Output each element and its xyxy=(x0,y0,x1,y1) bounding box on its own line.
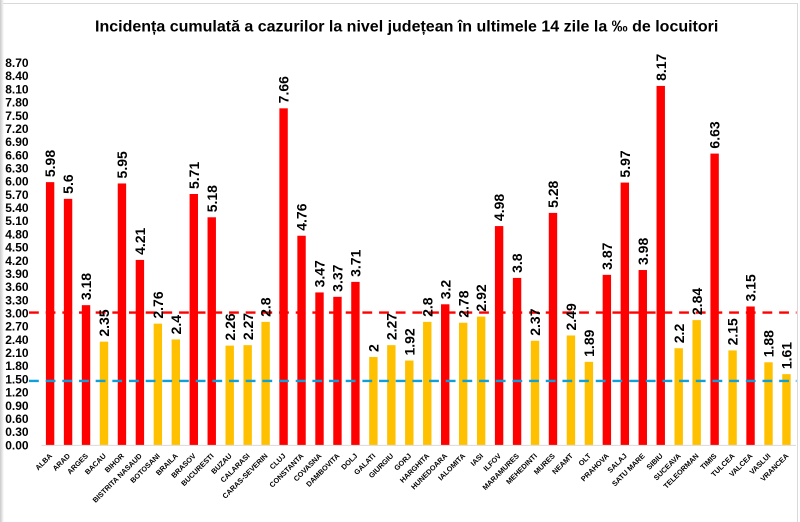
svg-text:7.20: 7.20 xyxy=(5,122,29,136)
svg-text:2.4: 2.4 xyxy=(168,315,184,335)
svg-text:5.40: 5.40 xyxy=(5,201,29,215)
svg-text:6.00: 6.00 xyxy=(5,175,29,189)
svg-text:6.90: 6.90 xyxy=(5,135,29,149)
svg-text:2.15: 2.15 xyxy=(725,318,741,345)
svg-text:4.98: 4.98 xyxy=(491,194,507,221)
svg-text:2.84: 2.84 xyxy=(689,288,705,315)
svg-text:3.87: 3.87 xyxy=(599,242,615,269)
svg-text:2.92: 2.92 xyxy=(473,284,489,311)
svg-text:6.60: 6.60 xyxy=(5,148,29,162)
svg-text:3.2: 3.2 xyxy=(437,280,453,300)
svg-text:2.40: 2.40 xyxy=(5,333,29,347)
svg-text:8.17: 8.17 xyxy=(653,53,669,80)
svg-text:5.18: 5.18 xyxy=(204,185,220,212)
svg-text:2.35: 2.35 xyxy=(96,309,112,336)
svg-text:1.20: 1.20 xyxy=(5,386,29,400)
svg-text:8.10: 8.10 xyxy=(5,82,29,96)
svg-text:2.49: 2.49 xyxy=(563,303,579,330)
svg-text:1.61: 1.61 xyxy=(779,342,795,369)
svg-text:1.88: 1.88 xyxy=(761,330,777,357)
svg-text:2.76: 2.76 xyxy=(150,291,166,318)
svg-text:2.10: 2.10 xyxy=(5,346,29,360)
svg-text:6.30: 6.30 xyxy=(5,162,29,176)
svg-text:4.76: 4.76 xyxy=(294,203,310,230)
svg-text:4.21: 4.21 xyxy=(132,227,148,254)
svg-text:3.30: 3.30 xyxy=(5,293,29,307)
svg-text:3.90: 3.90 xyxy=(5,267,29,281)
svg-text:5.98: 5.98 xyxy=(42,150,58,177)
svg-text:0.60: 0.60 xyxy=(5,412,29,426)
svg-text:4.50: 4.50 xyxy=(5,241,29,255)
svg-text:2.70: 2.70 xyxy=(5,320,29,334)
svg-text:1.50: 1.50 xyxy=(5,372,29,386)
svg-text:7.66: 7.66 xyxy=(276,76,292,103)
svg-text:8.70: 8.70 xyxy=(5,56,29,70)
svg-text:3.00: 3.00 xyxy=(5,307,29,321)
svg-text:2.78: 2.78 xyxy=(455,290,471,317)
svg-text:2: 2 xyxy=(365,344,381,352)
svg-text:2.8: 2.8 xyxy=(419,297,435,317)
svg-text:3.47: 3.47 xyxy=(312,260,328,287)
svg-text:7.50: 7.50 xyxy=(5,109,29,123)
svg-text:5.6: 5.6 xyxy=(60,174,76,194)
svg-text:4.80: 4.80 xyxy=(5,227,29,241)
svg-text:2.37: 2.37 xyxy=(527,308,543,335)
svg-text:2.8: 2.8 xyxy=(258,297,274,317)
svg-text:3.60: 3.60 xyxy=(5,280,29,294)
svg-text:1.92: 1.92 xyxy=(401,328,417,355)
svg-text:3.37: 3.37 xyxy=(330,264,346,291)
svg-text:0.00: 0.00 xyxy=(5,438,29,452)
svg-text:5.97: 5.97 xyxy=(617,150,633,177)
svg-text:5.71: 5.71 xyxy=(186,162,202,189)
svg-text:2.2: 2.2 xyxy=(671,324,687,344)
svg-text:7.80: 7.80 xyxy=(5,96,29,110)
svg-text:2.27: 2.27 xyxy=(240,313,256,340)
svg-text:3.8: 3.8 xyxy=(509,253,525,273)
svg-text:3.15: 3.15 xyxy=(743,274,759,301)
svg-text:5.70: 5.70 xyxy=(5,188,29,202)
svg-text:5.10: 5.10 xyxy=(5,214,29,228)
svg-text:3.18: 3.18 xyxy=(78,273,94,300)
svg-text:3.98: 3.98 xyxy=(635,238,651,265)
svg-text:1.89: 1.89 xyxy=(581,329,597,356)
svg-text:8.40: 8.40 xyxy=(5,69,29,83)
svg-text:4.20: 4.20 xyxy=(5,254,29,268)
svg-text:2.26: 2.26 xyxy=(222,313,238,340)
svg-text:2.27: 2.27 xyxy=(383,313,399,340)
svg-text:5.95: 5.95 xyxy=(114,151,130,178)
svg-text:0.30: 0.30 xyxy=(5,425,29,439)
svg-text:3.71: 3.71 xyxy=(348,249,364,276)
svg-text:1.80: 1.80 xyxy=(5,359,29,373)
svg-text:Incidența cumulată a cazurilor: Incidența cumulată a cazurilor la nivel … xyxy=(95,18,718,35)
svg-text:5.28: 5.28 xyxy=(545,180,561,207)
svg-text:0.90: 0.90 xyxy=(5,399,29,413)
svg-text:6.63: 6.63 xyxy=(707,121,723,148)
